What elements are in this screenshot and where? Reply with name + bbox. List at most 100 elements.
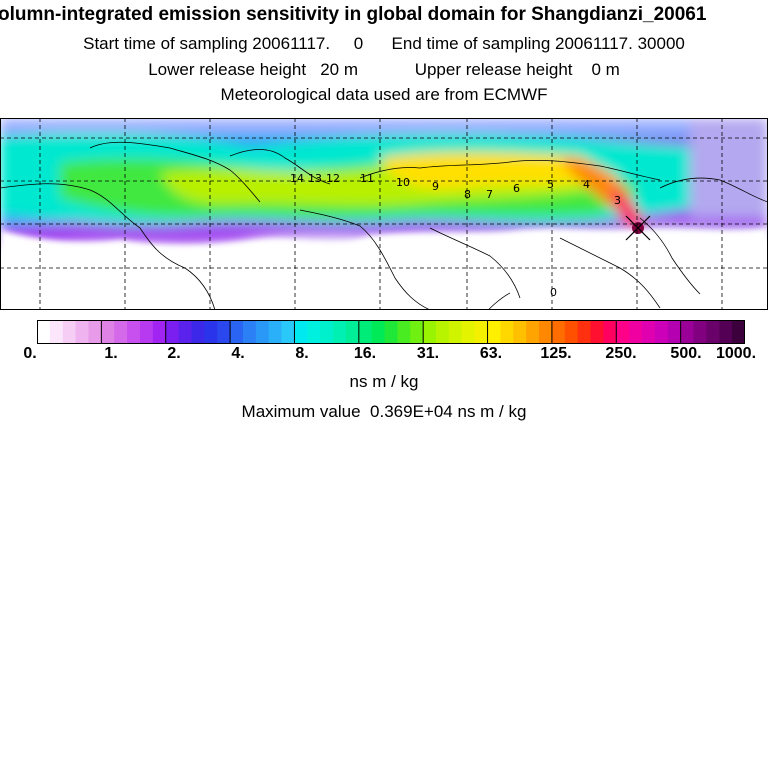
colorbar-cell <box>165 320 180 344</box>
colorbar-cell <box>139 320 154 344</box>
lower-release-value: 20 m <box>320 60 359 79</box>
emission-sensitivity-map: 14 13 12 11 10 9 8 7 6 5 4 3 0 <box>0 118 768 310</box>
colorbar-cell <box>75 320 90 344</box>
met-data-note: Meteorological data used are from ECMWF <box>220 85 548 104</box>
maximum-value-number: 0.369E+04 <box>370 402 453 421</box>
colorbar-cell <box>268 320 283 344</box>
contour-label: 4 <box>583 178 590 191</box>
contour-label: 6 <box>513 182 520 195</box>
colorbar-tick-label: 8. <box>295 345 309 362</box>
colorbar-cell <box>513 320 527 344</box>
colorbar-cell <box>320 320 334 344</box>
colorbar-cell <box>642 320 656 344</box>
colorbar-cell <box>49 320 64 344</box>
contour-label: 12 <box>326 172 340 185</box>
colorbar-cell <box>101 320 115 344</box>
colorbar-cell <box>732 320 745 344</box>
colorbar-cell <box>577 320 592 344</box>
colorbar-cell <box>255 320 270 344</box>
lower-release-label: Lower release height <box>148 60 307 79</box>
contour-label: 0 <box>550 286 557 299</box>
colorbar-tick-label: 31. <box>416 345 440 362</box>
colorbar-cells <box>37 320 745 344</box>
colorbar-major-ticks <box>100 320 682 344</box>
lat-lon-grid <box>0 118 768 310</box>
colorbar-cell <box>358 320 373 344</box>
colorbar-cell <box>371 320 386 344</box>
colorbar-tick-label: 2. <box>167 345 181 362</box>
maximum-value-units: ns m / kg <box>457 402 527 421</box>
colorbar-cell <box>242 320 257 344</box>
colorbar-cell <box>719 320 733 344</box>
colorbar-cell <box>204 320 218 344</box>
colorbar-cell <box>448 320 463 344</box>
colorbar-tick-label: 4. <box>231 345 245 362</box>
contour-labels: 14 13 12 11 10 9 8 7 6 5 4 3 0 <box>290 172 621 299</box>
colorbar-cell <box>706 320 720 344</box>
colorbar-units: ns m / kg <box>349 372 419 391</box>
colorbar-cell <box>667 320 682 344</box>
sampling-end-value: 20061117. 30000 <box>555 34 685 53</box>
contour-label: 5 <box>547 178 554 191</box>
contour-label: 8 <box>464 188 471 201</box>
colorbar-cell <box>230 320 244 344</box>
colorbar-tick-label: 250. <box>605 345 637 362</box>
colorbar-cell <box>539 320 553 344</box>
colorbar <box>37 320 745 344</box>
colorbar-cell <box>461 320 476 344</box>
receptor-x-marker <box>625 215 651 241</box>
colorbar-cell <box>500 320 514 344</box>
colorbar-cell <box>564 320 579 344</box>
colorbar-cell <box>294 320 308 344</box>
colorbar-cell <box>526 320 540 344</box>
colorbar-cell <box>654 320 669 344</box>
colorbar-cell <box>114 320 128 344</box>
sampling-end-label: End time of sampling <box>391 34 551 53</box>
colorbar-tick-label: 63. <box>479 345 503 362</box>
colorbar-cell <box>436 320 450 344</box>
low-sensitivity-region <box>0 258 768 310</box>
colorbar-tick-label: 125. <box>540 345 572 362</box>
colorbar-cell <box>384 320 399 344</box>
release-heights: Lower release height 20 m Upper release … <box>0 60 768 80</box>
colorbar-cell <box>127 320 141 344</box>
sampling-start-label: Start time of sampling <box>83 34 248 53</box>
colorbar-cell <box>487 320 502 344</box>
contour-label: 14 <box>290 172 304 185</box>
colorbar-cell <box>603 320 617 344</box>
colorbar-cell <box>191 320 205 344</box>
contour-label: 7 <box>486 188 493 201</box>
colorbar-frame <box>37 320 745 344</box>
colorbar-cell <box>37 320 51 344</box>
colorbar-tick-label: 500. <box>670 345 702 362</box>
sampling-start-value: 20061117. 0 <box>252 34 364 53</box>
contour-label: 11 <box>360 172 374 185</box>
colorbar-cell <box>178 320 193 344</box>
colorbar-tick-labels: 0. 1. 2. 4. 8. 16. 31. 63. 125. 250. 500… <box>0 345 768 365</box>
colorbar-cell <box>410 320 424 344</box>
colorbar-cell <box>474 320 489 344</box>
sampling-times: Start time of sampling 20061117. 0 End t… <box>0 34 768 54</box>
colorbar-cell <box>345 320 360 344</box>
contour-label: 9 <box>432 180 439 193</box>
colorbar-cell <box>217 320 231 344</box>
colorbar-cell <box>152 320 167 344</box>
colorbar-cell <box>551 320 566 344</box>
contour-label: 13 <box>308 172 322 185</box>
sensitivity-field <box>0 118 768 248</box>
colorbar-cell <box>629 320 643 344</box>
colorbar-cell <box>693 320 707 344</box>
colorbar-tick-label: 1. <box>104 345 118 362</box>
maximum-value-label: Maximum value <box>241 402 361 421</box>
colorbar-cell <box>62 320 77 344</box>
colorbar-cell <box>281 320 296 344</box>
colorbar-cell <box>88 320 102 344</box>
colorbar-cell <box>616 320 630 344</box>
colorbar-tick-label: 1000. <box>715 345 757 362</box>
colorbar-tick-label: 0. <box>23 345 37 362</box>
colorbar-cell <box>680 320 695 344</box>
colorbar-cell <box>333 320 347 344</box>
contour-label: 10 <box>396 176 410 189</box>
contour-label: 3 <box>614 194 621 207</box>
coastlines <box>0 141 768 310</box>
